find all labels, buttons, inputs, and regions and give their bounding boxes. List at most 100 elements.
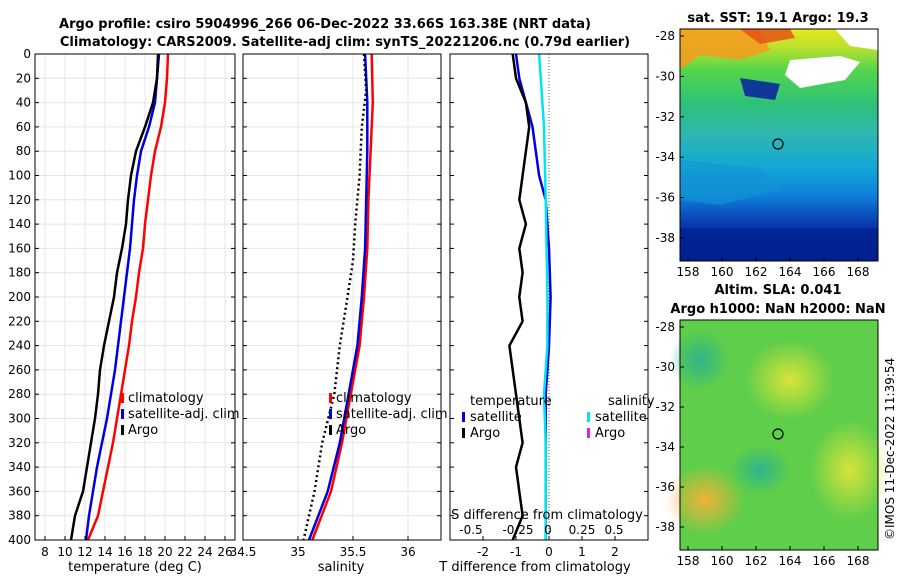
legend-swatch [121,393,124,403]
map-x-tick-label: 160 [711,554,734,568]
legend-label: satellite-adj. clim [336,407,448,422]
sla-negative-anomaly-2 [670,330,730,390]
sla-negative-anomaly [730,445,790,495]
salinity-series-climatology [311,53,375,541]
sla-positive-anomaly-2 [810,420,890,520]
sla-map [665,319,890,551]
sst-cloud-mask [785,56,860,88]
difference-x2label: S difference from climatology [451,508,643,523]
y-tick-label: 220 [8,314,31,328]
legend-label: climatology [336,391,412,406]
argo-location-marker-sla [772,428,784,440]
sst-warm-patch [680,29,770,70]
sst-map-title: sat. SST: 19.1 Argo: 19.3 [687,11,868,26]
differences-series-temperature-argo [508,53,531,541]
legend-label: Argo [336,423,366,438]
temperature-series-satellite-adj-clim [84,53,161,541]
legend-label: Argo [595,426,625,441]
legend-salinity-title: salinity [608,394,655,409]
x-tick-label: 16 [117,545,132,559]
y-tick-label: 320 [8,436,31,450]
x-tick-label: 12 [77,545,92,559]
x2-tick-label: -0.25 [502,523,533,537]
x-tick-label: 18 [137,545,152,559]
legend-swatch [587,412,590,422]
x-tick-label: 36 [400,545,415,559]
legend-label: Argo [470,426,500,441]
map-x-tick-label: 164 [779,265,802,279]
y-tick-label: 280 [8,387,31,401]
map-y-tick-label: -36 [655,191,675,205]
legend-swatch [329,393,332,403]
map-x-tick-label: 160 [711,265,734,279]
x2-tick-label: 0.5 [604,523,623,537]
map-x-tick-label: 168 [847,265,870,279]
y-tick-label: 260 [8,363,31,377]
salinity-series-satellite-adj-clim [307,53,369,541]
legend-swatch [121,425,124,435]
y-tick-label: 140 [8,217,31,231]
sst-front [680,160,780,205]
legend-swatch [587,428,590,438]
legend-swatch [329,425,332,435]
sst-map [679,28,879,262]
y-tick-label: 240 [8,339,31,353]
temperature-profile-plot: 8 10 12 14 16 18 20 22 24 26020406080100120140160… [8,47,240,559]
y-tick-label: 300 [8,412,31,426]
map-y-tick-label: -32 [655,110,675,124]
y-tick-label: 400 [8,533,31,547]
legend-temperature-title: temperature [470,394,552,409]
x-tick-label: 10 [57,545,72,559]
temperature-series-argo [69,53,160,541]
map-x-tick-label: 166 [813,265,836,279]
x-tick-label: 0 [545,545,553,559]
legend-label: satellite [595,410,647,425]
sst-cloud-mask-2 [835,29,878,50]
map-x-tick-label: 168 [847,554,870,568]
map-y-tick-label: -32 [655,400,675,414]
sla-high-anomaly [665,465,745,535]
salinity-series-argo [302,53,368,541]
legend-swatch [121,409,124,419]
figure-title-line2: Climatology: CARS2009. Satellite-adj cli… [60,35,630,50]
y-tick-label: 200 [8,290,31,304]
x-tick-label: 20 [157,545,172,559]
sst-south-band [680,228,878,261]
sla-map-frame [679,319,879,551]
map-y-tick-label: -36 [655,480,675,494]
y-tick-label: 360 [8,484,31,498]
map-x-tick-label: 164 [779,554,802,568]
salinity-xlabel: salinity [318,560,365,575]
map-x-tick-label: 162 [745,554,768,568]
x2-tick-label: 0 [544,523,552,537]
legend-label: climatology [128,391,204,406]
map-y-tick-label: -38 [655,520,675,534]
sst-map-frame [679,28,879,262]
x-tick-label: 35 [290,545,305,559]
x-tick-label: 26 [217,545,232,559]
y-tick-label: 380 [8,509,31,523]
map-y-tick-label: -28 [655,320,675,334]
temperature-series-climatology [86,53,170,541]
sla-positive-anomaly [745,340,835,420]
y-tick-label: 100 [8,169,31,183]
sla-map-title-line1: Altim. SLA: 0.041 [715,283,842,298]
legend-swatch [462,428,465,438]
sst-cold-eddy [740,78,780,100]
y-tick-label: 80 [16,144,31,158]
y-tick-label: 60 [16,120,31,134]
map-x-tick-label: 158 [677,554,700,568]
x-tick-label: -1 [510,545,522,559]
map-y-tick-label: -38 [655,231,675,245]
y-tick-label: 40 [16,96,31,110]
map-y-tick-label: -34 [655,150,675,164]
x2-tick-label: 0.25 [569,523,596,537]
x-tick-label: 14 [97,545,112,559]
map-x-tick-label: 166 [813,554,836,568]
map-tick-labels: 158 160 162 164 166 168 -28 -30 -32 -34 -36 -38 158 1… [655,29,869,568]
y-tick-label: 180 [8,266,31,280]
x-tick-label: 35.5 [340,545,367,559]
y-tick-label: 0 [23,47,31,61]
